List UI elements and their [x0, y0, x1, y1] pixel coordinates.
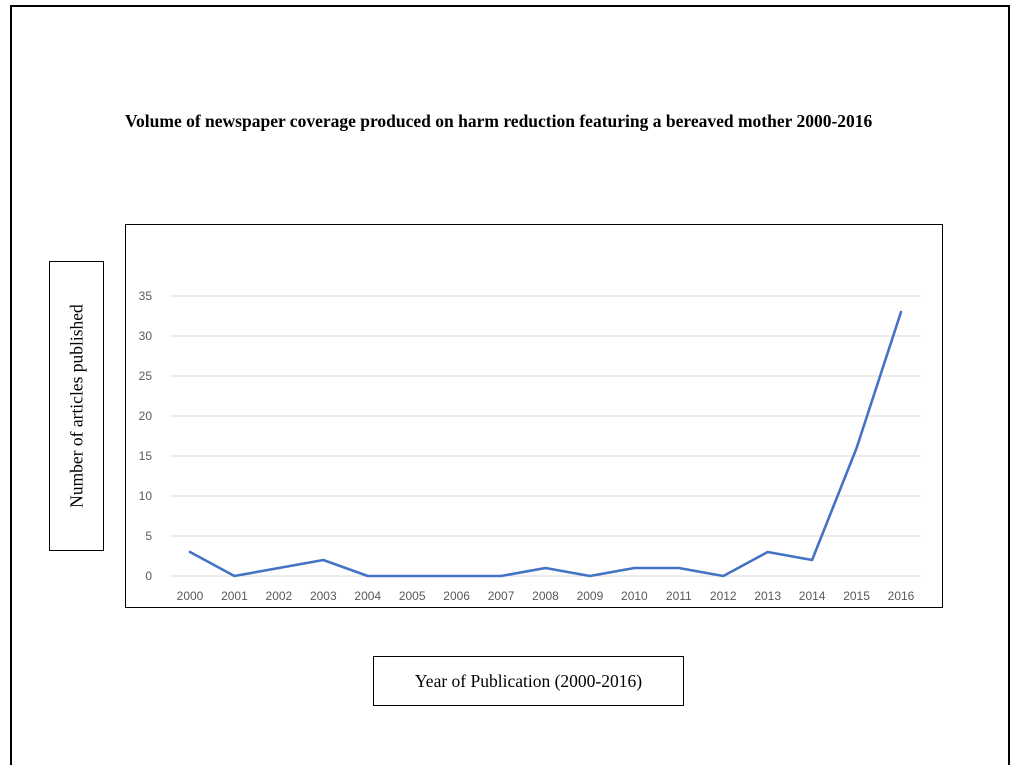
y-tick-label: 35	[139, 289, 153, 303]
data-point-2008	[544, 566, 548, 570]
y-tick-label: 5	[145, 529, 152, 543]
data-point-2005	[410, 574, 414, 578]
data-point-2003	[321, 558, 325, 562]
x-tick-label: 2008	[532, 589, 559, 603]
y-tick-label: 20	[139, 409, 153, 423]
data-point-2012	[721, 574, 725, 578]
x-tick-label: 2005	[399, 589, 426, 603]
x-tick-label: 2000	[177, 589, 204, 603]
data-point-2015	[855, 446, 859, 450]
data-point-2014	[810, 558, 814, 562]
data-point-2000	[188, 550, 192, 554]
y-tick-label: 15	[139, 449, 153, 463]
series-layer	[188, 310, 903, 578]
x-tick-label: 2012	[710, 589, 737, 603]
x-axis-label: Year of Publication (2000-2016)	[414, 670, 643, 691]
x-tick-labels: 2000 2001 2002 2003 2004 2005 2006 2007 2008 2009…	[177, 589, 915, 603]
data-point-2004	[366, 574, 370, 578]
x-tick-label: 2003	[310, 589, 337, 603]
x-tick-label: 2016	[888, 589, 915, 603]
y-tick-label: 10	[139, 489, 153, 503]
x-tick-label: 2014	[799, 589, 826, 603]
x-tick-label: 2007	[488, 589, 515, 603]
data-point-2013	[766, 550, 770, 554]
x-tick-label: 2011	[666, 589, 692, 603]
data-point-2010	[632, 566, 636, 570]
data-point-2007	[499, 574, 503, 578]
series-line	[188, 310, 903, 578]
x-tick-label: 2013	[754, 589, 781, 603]
data-point-2011	[677, 566, 681, 570]
data-point-2016	[899, 310, 903, 314]
x-tick-label: 2015	[843, 589, 870, 603]
data-point-2009	[588, 574, 592, 578]
x-tick-label: 2001	[221, 589, 248, 603]
y-tick-label: 25	[139, 369, 153, 383]
y-axis-label-box: Number of articles published	[49, 261, 104, 551]
x-tick-label: 2006	[443, 589, 470, 603]
x-axis-label-box: Year of Publication (2000-2016)	[373, 656, 684, 706]
y-tick-labels: 0 5 10 15 20 25 30 35	[139, 289, 153, 583]
plot-area: 0 5 10 15 20 25 30 35 2000 2001 2002 2003 2004 2005 2…	[125, 224, 943, 608]
x-tick-label: 2004	[354, 589, 381, 603]
data-point-2006	[455, 574, 459, 578]
y-axis-label: Number of articles published	[66, 304, 86, 508]
y-tick-label: 30	[139, 329, 153, 343]
gridlines	[170, 295, 921, 577]
page-frame	[10, 5, 1010, 765]
x-tick-label: 2009	[577, 589, 604, 603]
y-tick-label: 0	[145, 569, 152, 583]
chart-title: Volume of newspaper coverage produced on…	[125, 111, 873, 131]
data-point-2002	[277, 566, 281, 570]
x-tick-label: 2002	[266, 589, 293, 603]
x-tick-label: 2010	[621, 589, 648, 603]
data-point-2001	[232, 574, 236, 578]
